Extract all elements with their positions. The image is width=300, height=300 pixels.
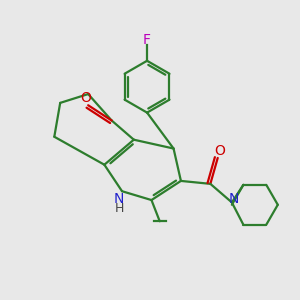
Text: O: O <box>214 145 226 158</box>
Text: O: O <box>80 91 91 105</box>
Text: H: H <box>114 202 124 214</box>
Text: N: N <box>114 192 124 206</box>
Text: F: F <box>143 33 151 46</box>
Text: N: N <box>229 193 239 206</box>
